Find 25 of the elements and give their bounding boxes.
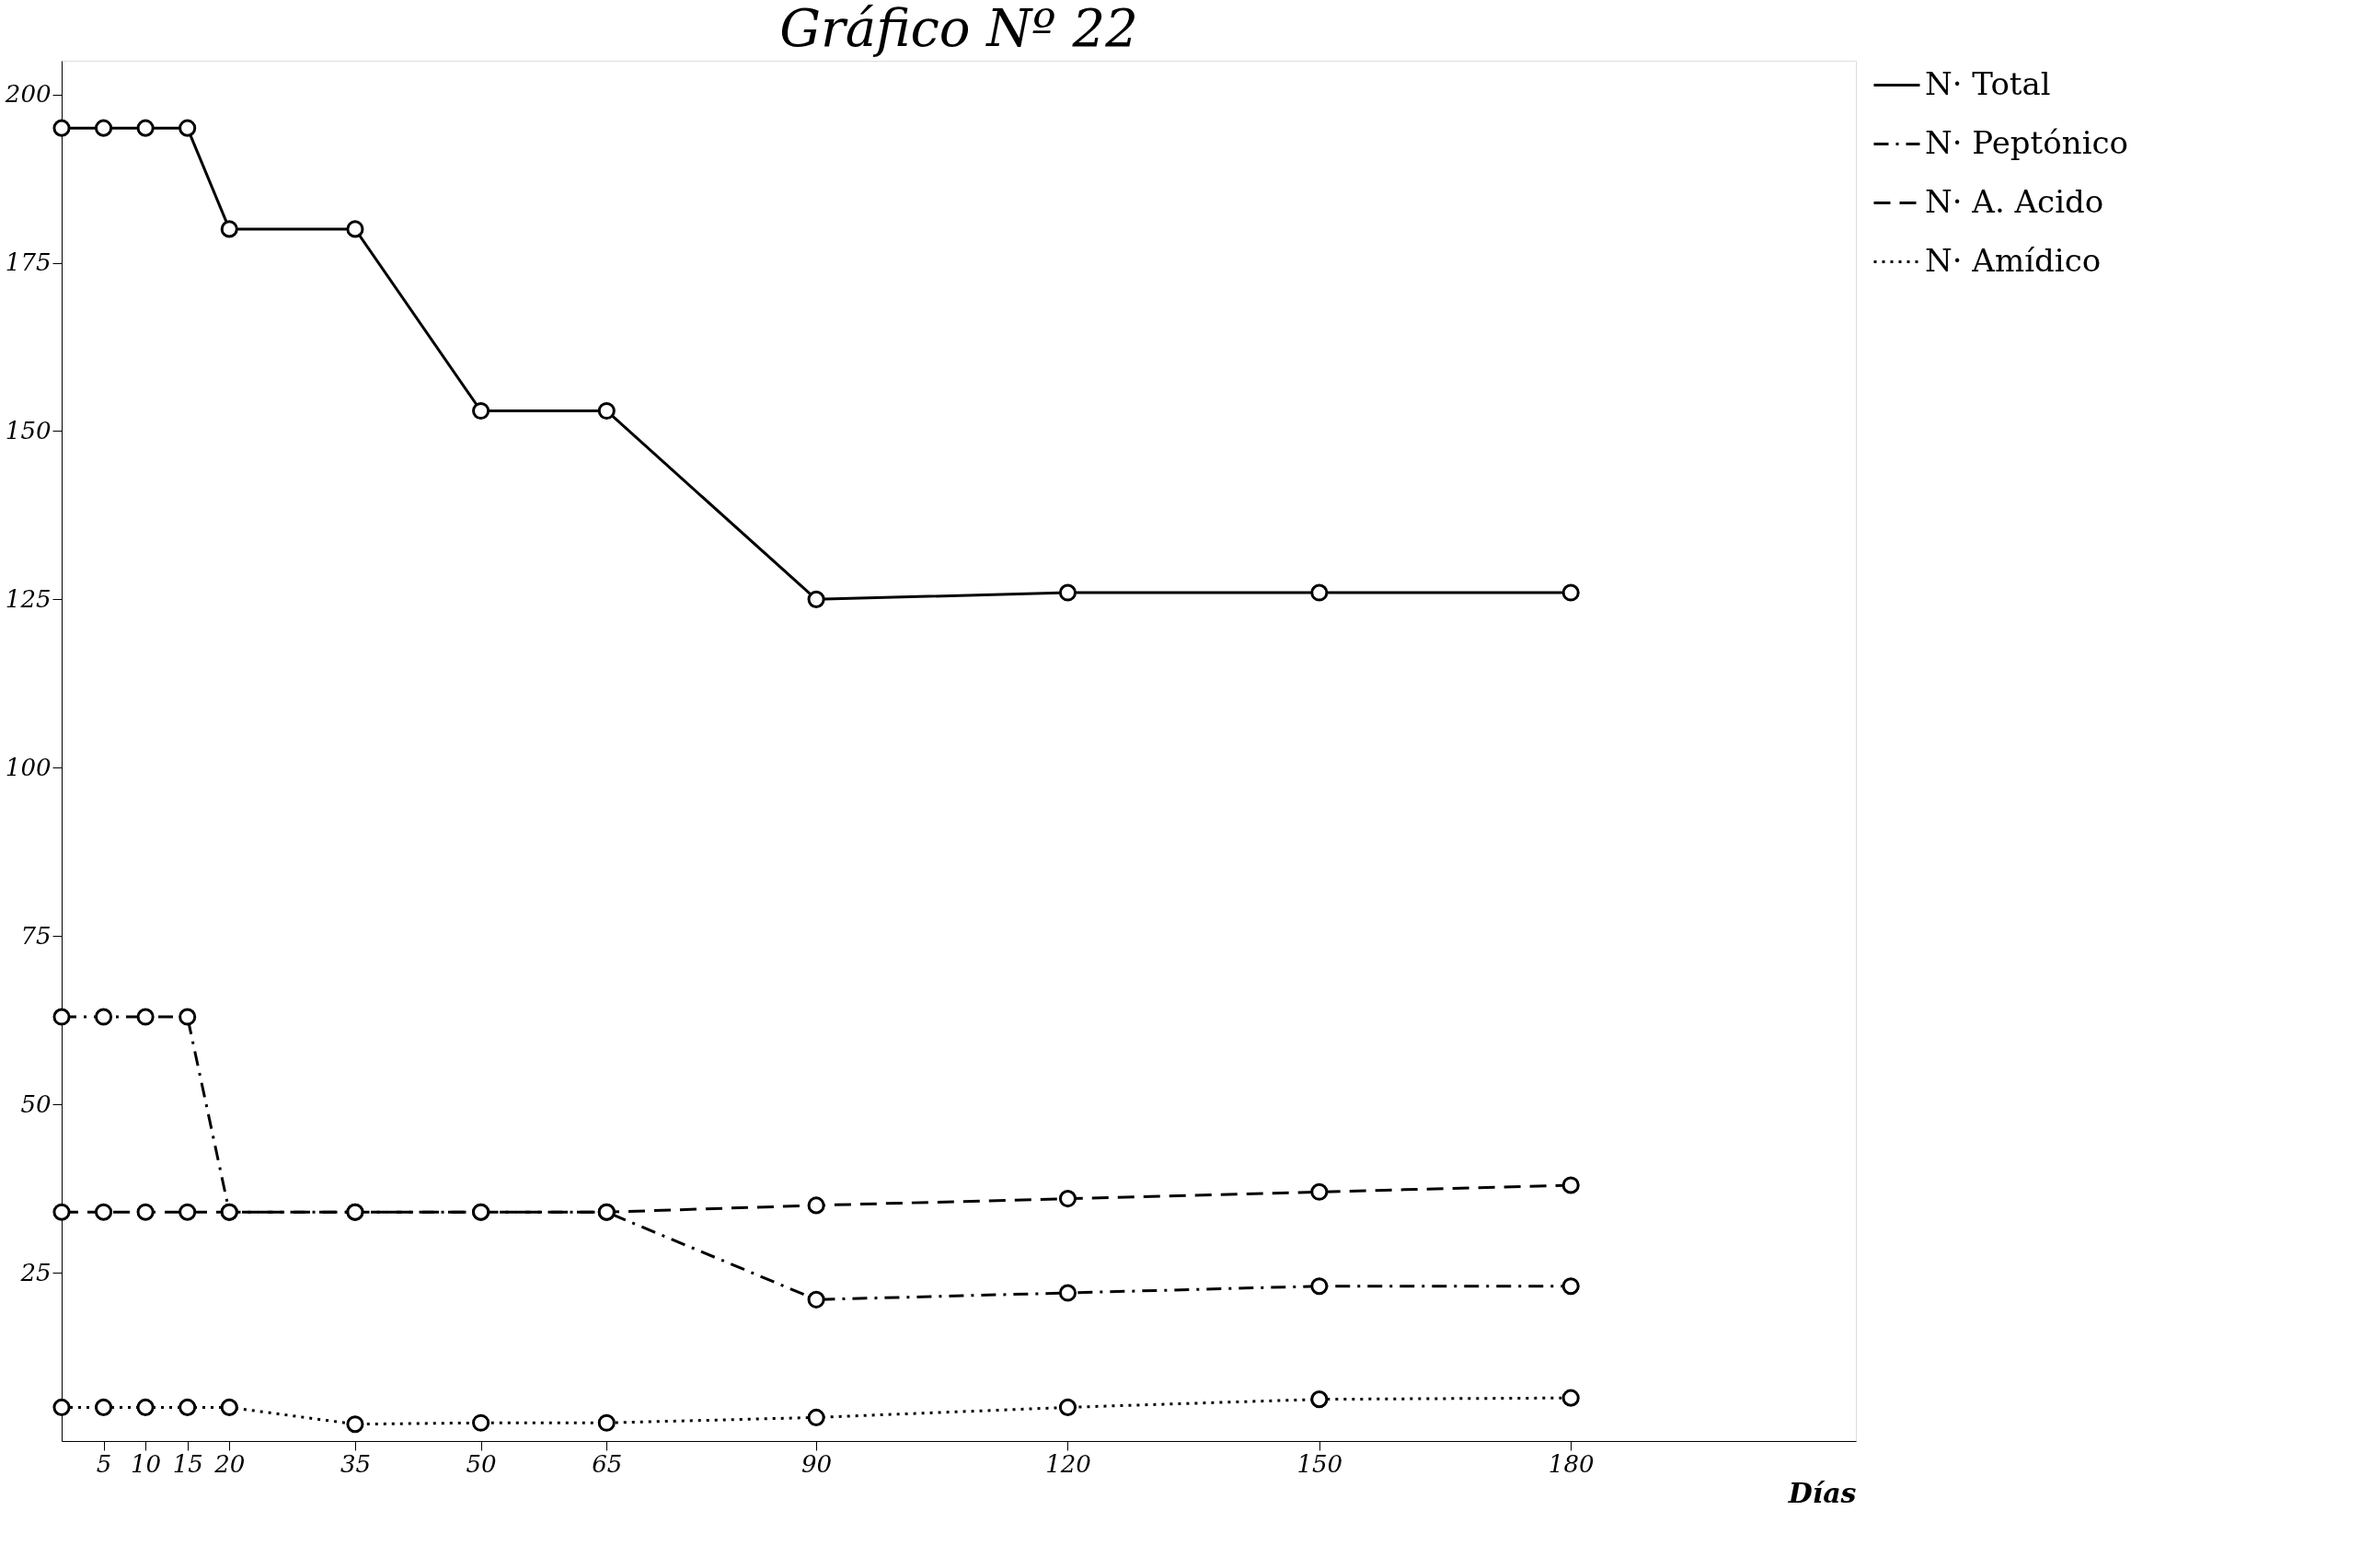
legend-label: N· A. Acido — [1925, 182, 2104, 220]
x-tick-label: 90 — [801, 1449, 833, 1478]
y-tick-label: 50 — [20, 1090, 52, 1118]
legend-label: N· Total — [1925, 64, 2051, 102]
y-tick-label: 175 — [5, 248, 52, 277]
x-tick-label: 35 — [340, 1449, 371, 1478]
x-tick-label: 150 — [1296, 1449, 1343, 1478]
legend-label: N· Amídico — [1925, 241, 2102, 279]
x-tick-label: 180 — [1548, 1449, 1595, 1478]
x-tick-label: 120 — [1045, 1449, 1091, 1478]
x-axis-title: Días — [1787, 1476, 1857, 1509]
y-tick-label: 125 — [5, 584, 52, 613]
legend-label: N· Peptónico — [1925, 123, 2129, 161]
y-tick-label: 75 — [20, 921, 52, 950]
chart-title: Gráfico Nº 22 — [779, 0, 1138, 58]
x-tick-label: 65 — [592, 1449, 623, 1478]
y-tick-label: 25 — [19, 1258, 52, 1286]
x-tick-label: 5 — [96, 1449, 112, 1478]
y-tick-label: 100 — [5, 753, 52, 781]
x-tick-label: 10 — [131, 1449, 162, 1478]
x-tick-label: 20 — [213, 1449, 246, 1478]
x-tick-label: 50 — [466, 1449, 497, 1478]
y-tick-label: 200 — [4, 80, 52, 109]
x-tick-label: 15 — [172, 1449, 203, 1478]
y-tick-label: 150 — [5, 416, 52, 444]
